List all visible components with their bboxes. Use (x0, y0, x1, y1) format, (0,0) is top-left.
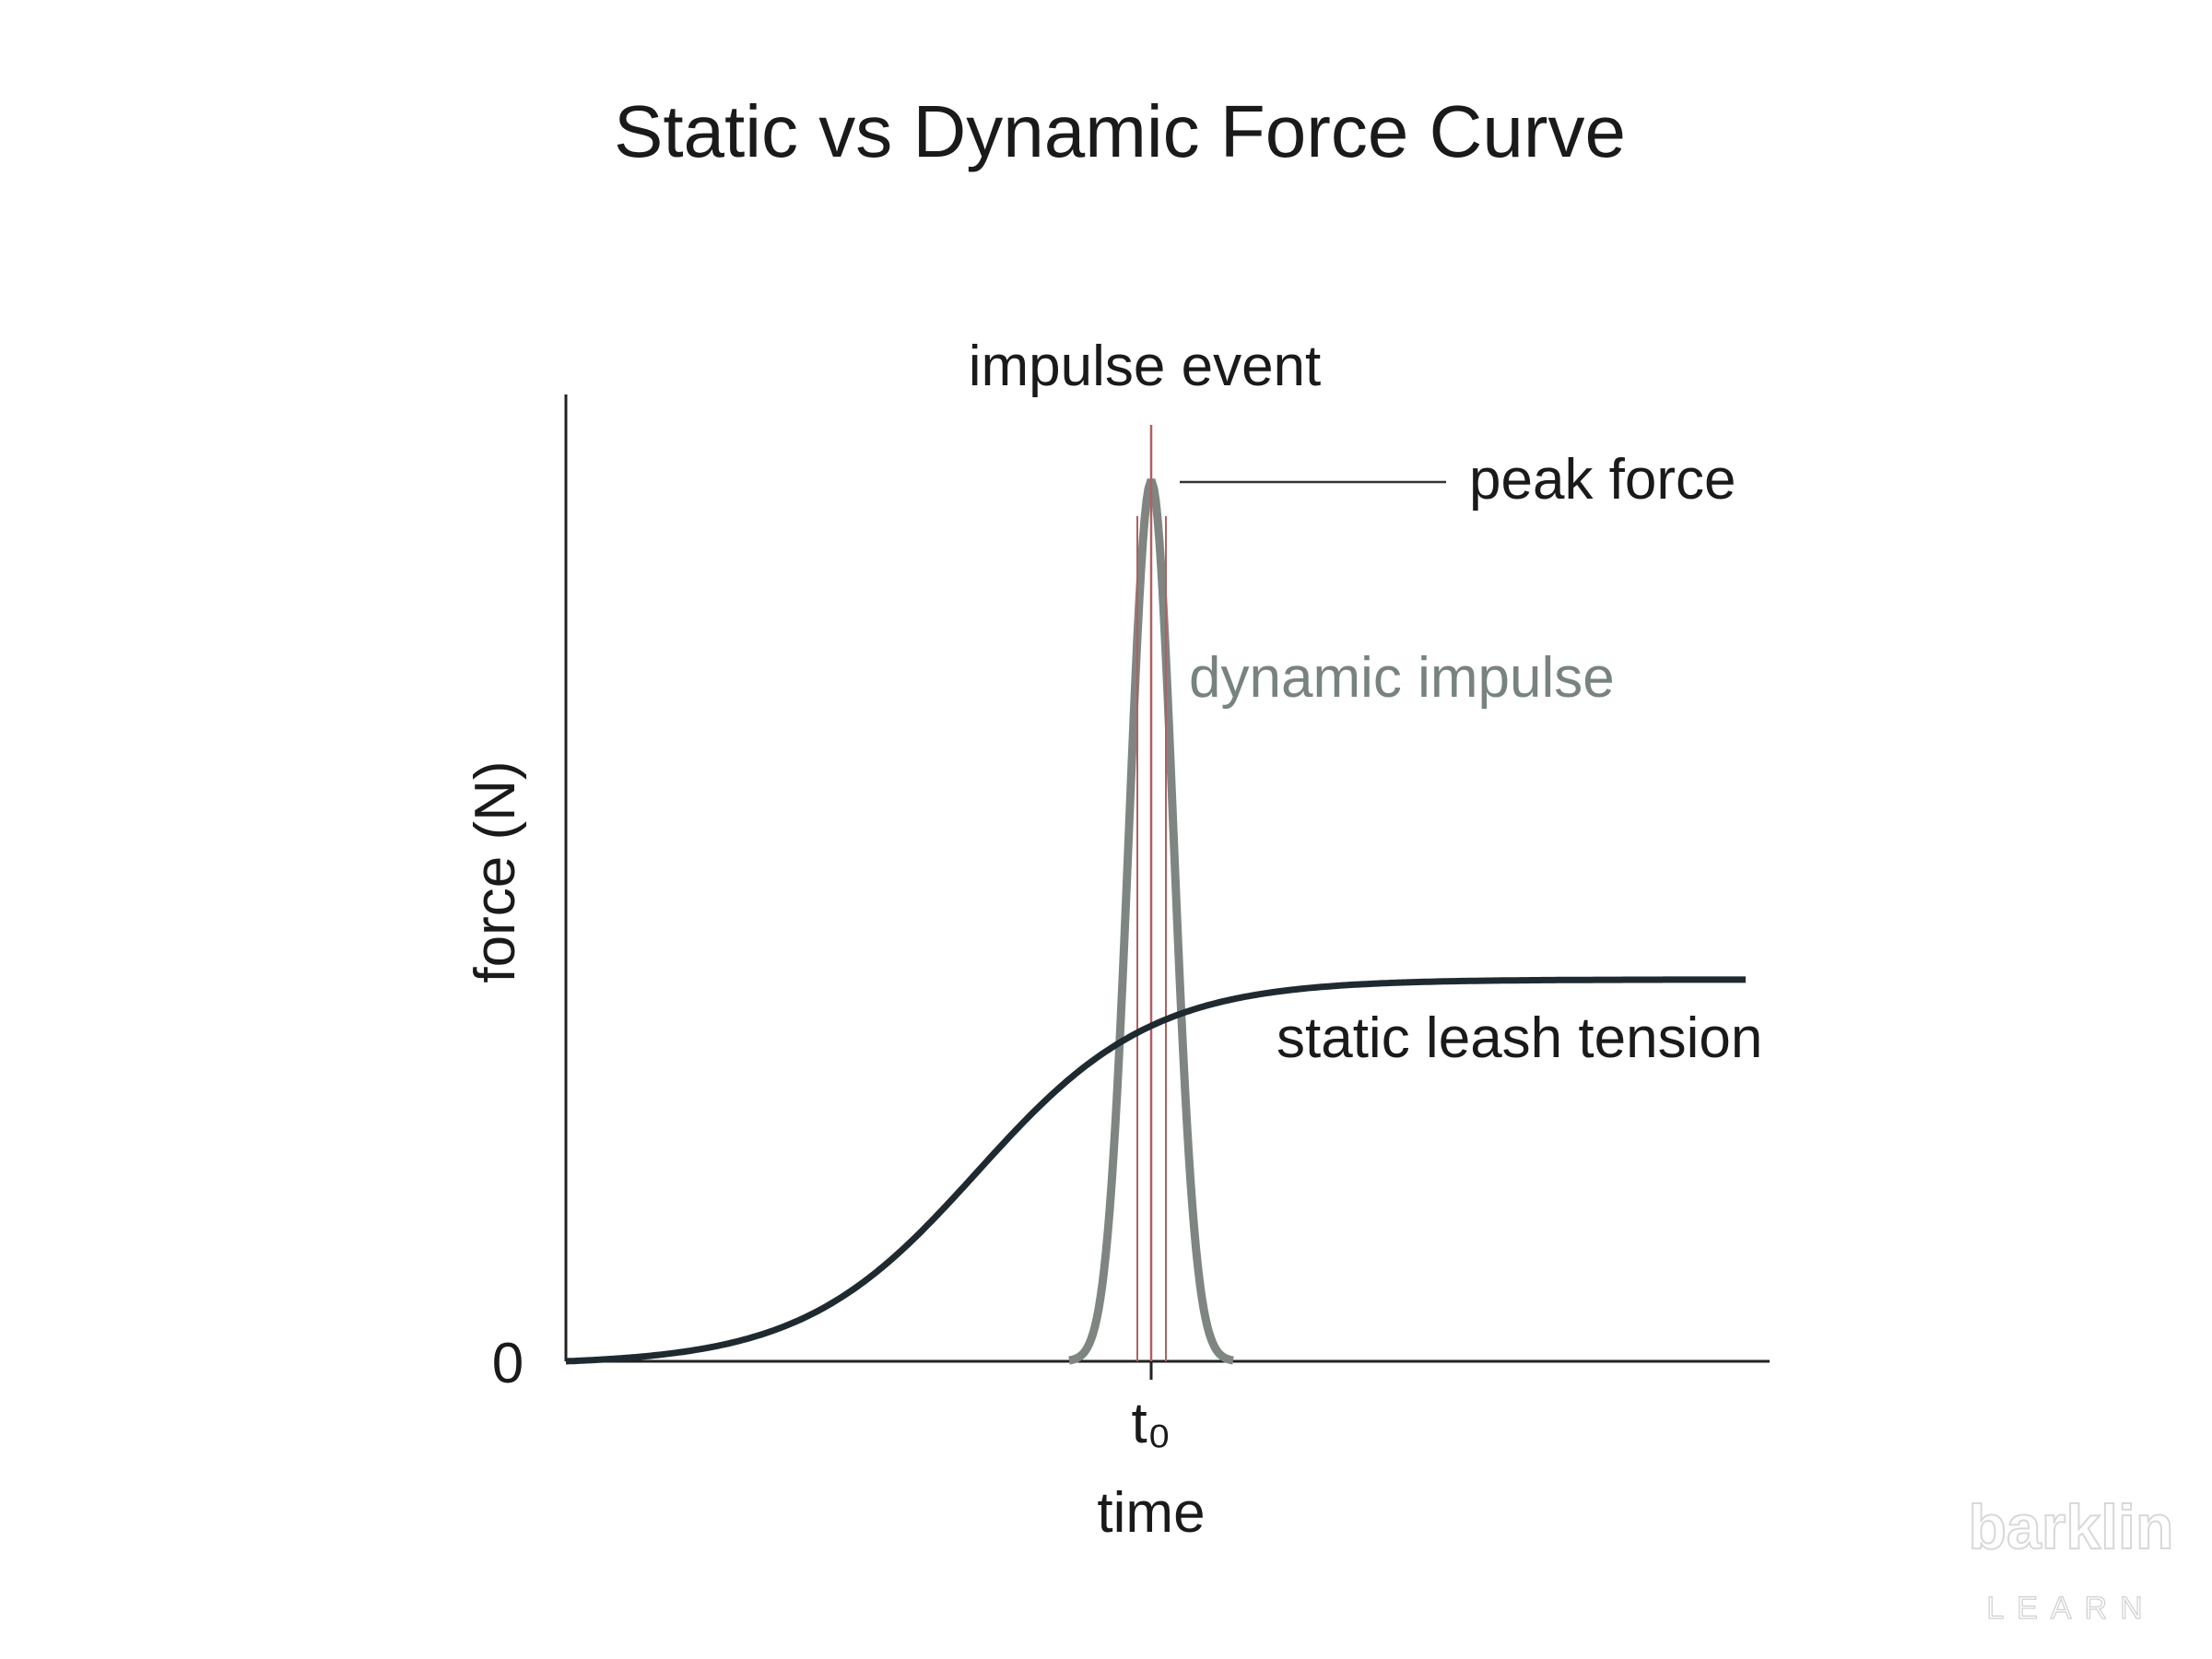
peak-force-label: peak force (1469, 448, 1736, 512)
watermark-brand: barklin (1969, 1492, 2174, 1562)
static-tension-curve (565, 976, 1746, 1365)
y-axis-label: force (N) (464, 760, 527, 982)
impulse-event-label: impulse event (969, 335, 1322, 398)
x-marker-label: t₀ (1132, 1392, 1171, 1455)
x-axis-label: time (1097, 1481, 1205, 1545)
title: Static vs Dynamic Force Curve (614, 90, 1626, 172)
static-tension-label: static leash tension (1277, 1006, 1762, 1070)
y-origin-label: 0 (492, 1332, 524, 1395)
watermark-tagline: LEARN (1986, 1591, 2155, 1626)
dynamic-impulse-label: dynamic impulse (1189, 646, 1615, 710)
